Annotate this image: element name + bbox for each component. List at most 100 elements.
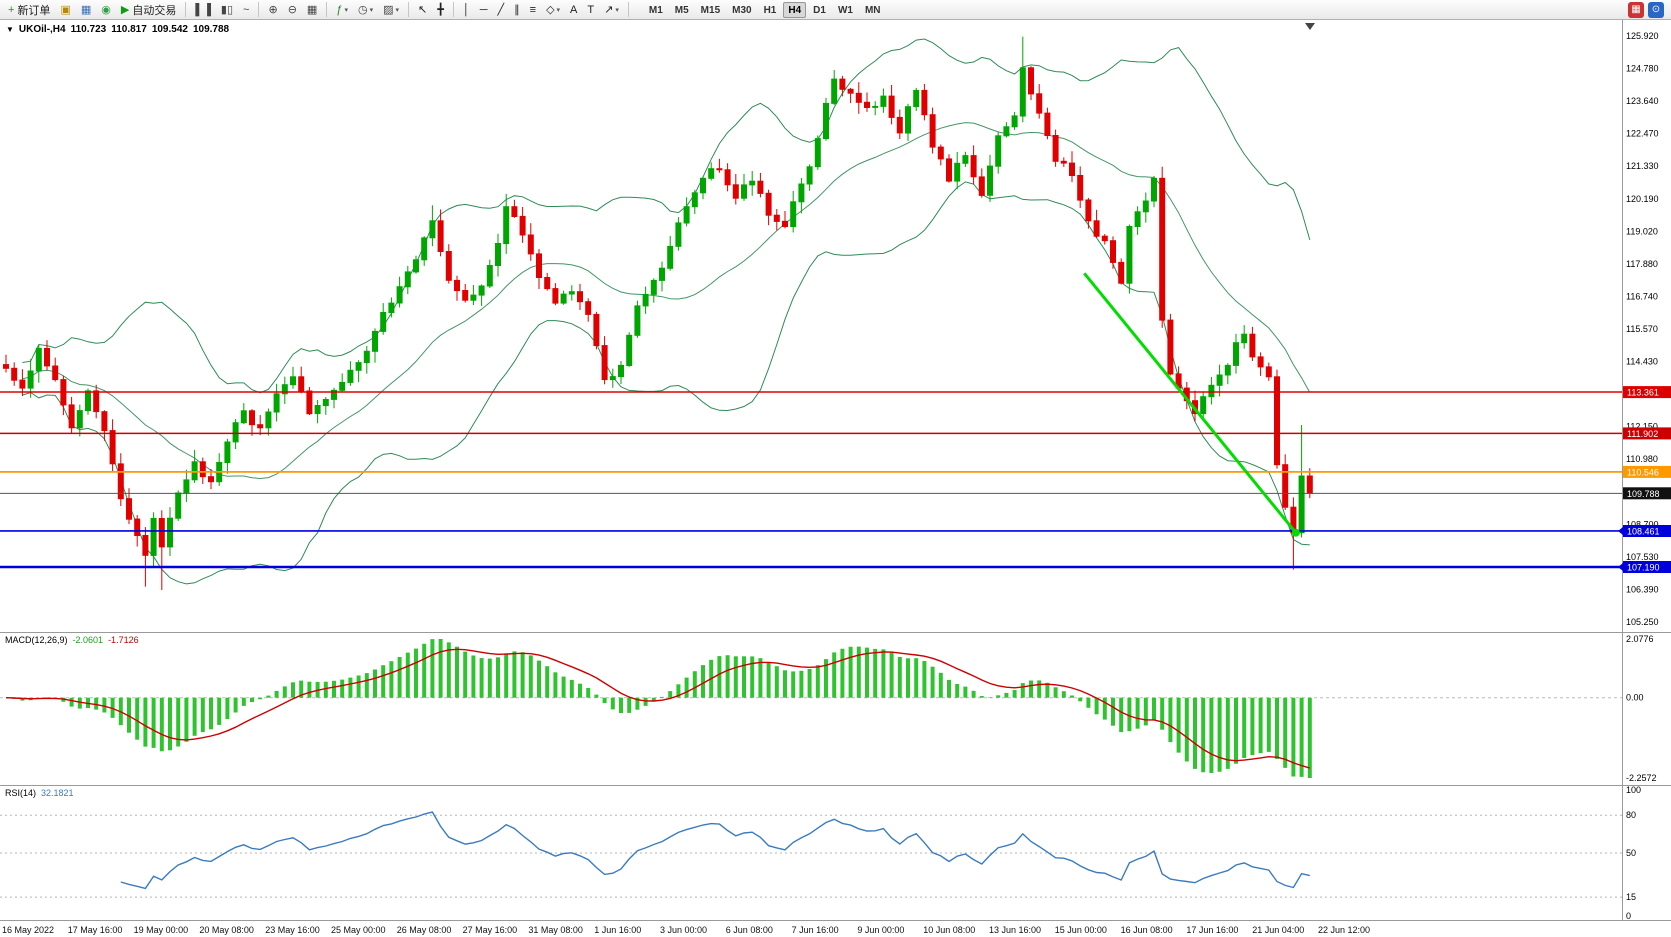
auto-trading-button-label: 自动交易 [132, 4, 177, 17]
arrow-tools-button[interactable]: ↗ ▾ [600, 1, 623, 19]
periods-button-icon: ◷ [357, 3, 368, 16]
auto-trading-button[interactable]: ▶ 自动交易 [117, 1, 180, 19]
horizontal-lines[interactable] [0, 391, 1622, 569]
periods-button[interactable]: ◷ ▾ [354, 1, 377, 19]
svg-text:16 Jun 08:00: 16 Jun 08:00 [1121, 925, 1173, 935]
svg-text:120.190: 120.190 [1626, 194, 1659, 204]
svg-text:114.430: 114.430 [1626, 357, 1658, 367]
shapes-button[interactable]: ◇ ▾ [542, 1, 564, 19]
chart-window[interactable]: 125.920 124.780 123.640 122.470 121.330 120.1… [0, 20, 1671, 937]
svg-text:112.150: 112.150 [1626, 422, 1658, 432]
svg-text:106.390: 106.390 [1626, 584, 1659, 594]
svg-text:122.470: 122.470 [1626, 129, 1659, 139]
timeframe-h1-button[interactable]: H1 [763, 4, 777, 16]
timeframe-m1-button[interactable]: M1 [648, 4, 663, 16]
price-axis[interactable]: 125.920 124.780 123.640 122.470 121.330 120.1… [1626, 31, 1659, 627]
svg-text:27 May 16:00: 27 May 16:00 [463, 925, 518, 935]
price-label-108.461: 108.461 [1618, 525, 1671, 537]
zoom-in-button[interactable]: ⊕ [264, 1, 281, 19]
timeframe-w1-button[interactable]: W1 [837, 4, 853, 16]
tile-windows-button-icon: ▦ [306, 3, 318, 16]
toolbar-separator [627, 2, 629, 17]
channel-button[interactable]: ∥ [510, 1, 524, 19]
favorites-button[interactable]: ▦ [1628, 1, 1644, 18]
line-chart-button[interactable]: ~ [239, 1, 253, 19]
svg-text:31 May 08:00: 31 May 08:00 [528, 925, 583, 935]
svg-text:0.00: 0.00 [1626, 693, 1644, 703]
svg-text:15 Jun 00:00: 15 Jun 00:00 [1055, 925, 1107, 935]
toolbar-separator [408, 2, 409, 17]
templates-button[interactable]: ▨ ▾ [379, 1, 403, 19]
symbol-dropdown-icon[interactable]: ▼ [6, 25, 14, 34]
templates-button-dropdown-icon[interactable]: ▾ [395, 6, 399, 14]
svg-text:26 May 08:00: 26 May 08:00 [397, 925, 452, 935]
macd-signal-line [5, 648, 1311, 769]
market-watch-button[interactable]: ◉ [97, 1, 115, 19]
bollinger-middle-band [22, 122, 1311, 480]
chart-symbol-period: UKOil-,H4 [18, 24, 66, 35]
zoom-out-button[interactable]: ⊖ [284, 1, 301, 19]
svg-text:115.570: 115.570 [1626, 324, 1658, 334]
new-order-button[interactable]: + 新订单 [4, 1, 54, 19]
market-watch-button-icon: ◉ [101, 3, 111, 16]
svg-text:7 Jun 16:00: 7 Jun 16:00 [792, 925, 839, 935]
trend-line-endpoint[interactable] [1291, 528, 1300, 537]
svg-text:50: 50 [1626, 848, 1636, 858]
zoom-in-button-icon: ⊕ [268, 3, 278, 16]
arrow-tools-button-dropdown-icon[interactable]: ▾ [615, 6, 619, 14]
trend-line[interactable] [1083, 272, 1300, 537]
trendline-button-icon: ╱ [497, 3, 505, 16]
cursor-button[interactable]: ↖ [414, 1, 431, 19]
candlestick-chart-button[interactable]: ▮▯ [217, 1, 237, 19]
fibonacci-button[interactable]: ≡ [526, 1, 540, 19]
tile-windows-button[interactable]: ▦ [303, 1, 321, 19]
timeframe-mn-button[interactable]: MN [864, 4, 881, 16]
ohlc-low: 109.542 [151, 24, 188, 35]
svg-text:109.788: 109.788 [1627, 489, 1660, 499]
text-button[interactable]: A [566, 1, 581, 19]
timeframe-m15-button[interactable]: M15 [700, 4, 721, 16]
timeframe-d1-button[interactable]: D1 [813, 4, 826, 16]
toolbar-separator [452, 2, 454, 17]
svg-text:23 May 16:00: 23 May 16:00 [265, 925, 320, 935]
auto-trading-button-icon: ▶ [120, 3, 130, 16]
timeframe-h4-button[interactable]: H4 [783, 1, 807, 18]
periods-button-dropdown-icon[interactable]: ▾ [369, 6, 374, 14]
chart-shift-marker[interactable] [1305, 23, 1315, 30]
trendline-button[interactable]: ╱ [494, 1, 509, 19]
search-button[interactable]: ⊙ [1648, 1, 1664, 18]
svg-text:0: 0 [1626, 911, 1631, 921]
svg-text:20 May 08:00: 20 May 08:00 [199, 925, 254, 935]
arrow-tools-button-icon: ↗ [604, 3, 614, 16]
timeframe-m5-button[interactable]: M5 [674, 4, 689, 16]
bollinger-upper-band [22, 38, 1311, 394]
line-chart-button-icon: ~ [243, 3, 250, 16]
chart-plot-area[interactable] [0, 20, 1622, 632]
text-button-icon: A [570, 3, 578, 16]
time-axis[interactable]: 16 May 2022 17 May 16:00 19 May 00:00 20 Ma… [2, 925, 1370, 935]
crosshair-button[interactable]: ╋ [433, 1, 448, 19]
price-label-111.902: 111.902 [1623, 427, 1671, 440]
candles-layer[interactable] [3, 36, 1313, 590]
svg-text:100: 100 [1626, 785, 1641, 795]
trend-line-segment[interactable] [1083, 272, 1298, 534]
crosshair-button-icon: ╋ [437, 3, 444, 16]
svg-text:108.700: 108.700 [1626, 519, 1659, 529]
svg-text:19 May 00:00: 19 May 00:00 [134, 925, 189, 935]
timeframe-m30-button[interactable]: M30 [732, 4, 752, 16]
profiles-button[interactable]: ▦ [77, 1, 95, 19]
label-button[interactable]: T [583, 1, 598, 19]
horizontal-line-button[interactable]: ─ [476, 1, 492, 19]
svg-text:1 Jun 16:00: 1 Jun 16:00 [594, 925, 641, 935]
label-button-icon: T [587, 3, 595, 16]
bar-chart-button[interactable]: ▌▐ [191, 1, 215, 19]
chart-window-button[interactable]: ▣ [56, 1, 74, 19]
svg-text:121.330: 121.330 [1626, 161, 1659, 171]
shapes-button-icon: ◇ [546, 3, 555, 16]
svg-text:2.0776: 2.0776 [1626, 634, 1654, 644]
chart-title: ▼ UKOil-,H4 110.723 110.817 109.542 109.… [6, 24, 229, 35]
indicators-button[interactable]: ƒ ▾ [332, 1, 352, 19]
vertical-line-button[interactable]: │ [459, 1, 474, 19]
shapes-button-dropdown-icon[interactable]: ▾ [556, 6, 561, 14]
indicators-button-dropdown-icon[interactable]: ▾ [344, 6, 348, 14]
